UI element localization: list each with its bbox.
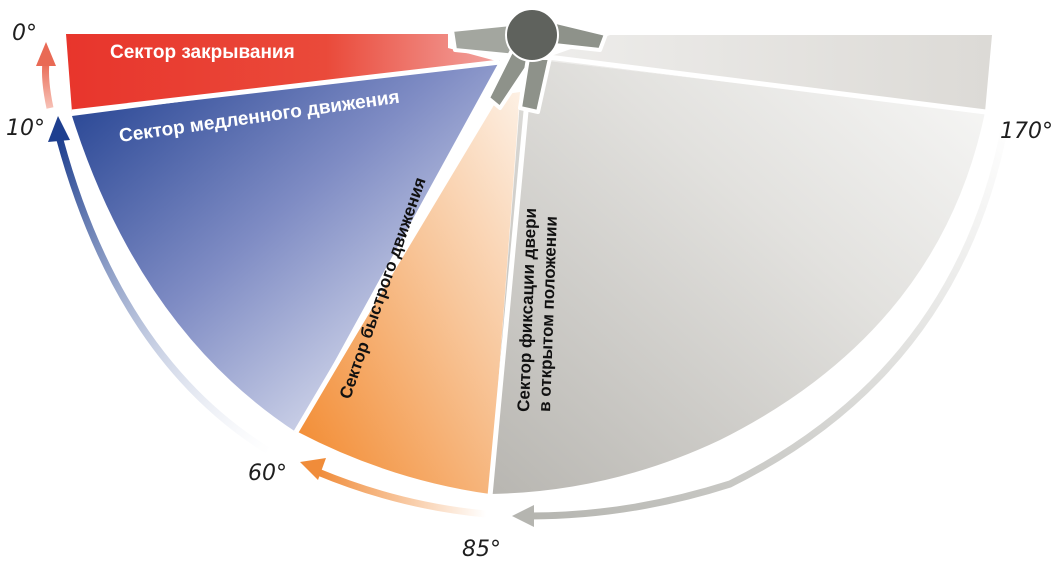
closing-sector bbox=[66, 34, 500, 112]
slow-arrowhead bbox=[48, 116, 70, 142]
closing-arc bbox=[42, 61, 54, 109]
hinge-pivot bbox=[505, 8, 559, 62]
angle-label-170: 170° bbox=[1000, 119, 1053, 144]
fast-arrowhead bbox=[300, 458, 326, 480]
fast-sector bbox=[298, 92, 520, 494]
hold-arc bbox=[529, 119, 1010, 520]
closing-sector-label: Сектор закрывания bbox=[110, 42, 295, 63]
angle-label-0: 0° bbox=[12, 21, 37, 46]
angle-label-60: 60° bbox=[248, 461, 287, 486]
hold-sector-upper bbox=[540, 35, 992, 112]
angle-label-10: 10° bbox=[6, 116, 45, 141]
slow-arc bbox=[56, 139, 272, 455]
hold-arrowhead bbox=[512, 505, 534, 527]
slow-sector bbox=[72, 60, 500, 432]
sector-separators bbox=[71, 53, 987, 497]
angle-label-85: 85° bbox=[462, 537, 501, 562]
fast-arc bbox=[316, 468, 487, 518]
hold-sector bbox=[490, 60, 985, 494]
closing-arrowhead bbox=[36, 42, 56, 66]
